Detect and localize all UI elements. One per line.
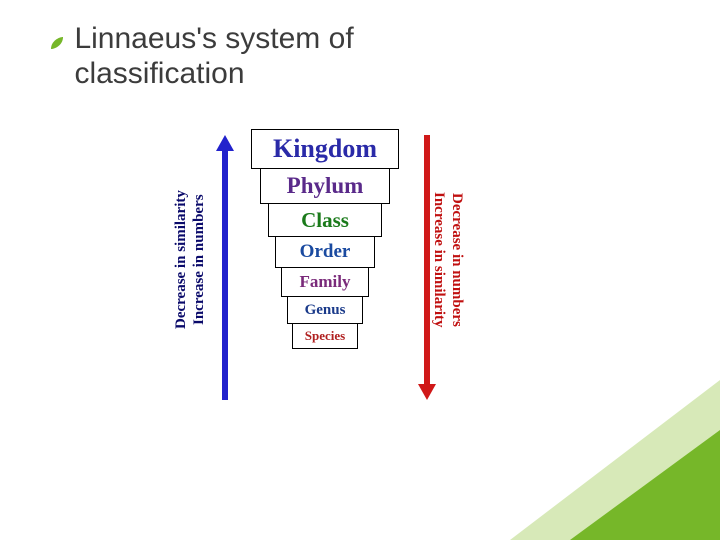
decor-triangle-pale xyxy=(510,380,720,540)
left-arrow xyxy=(205,135,245,400)
taxonomy-level-family: Family xyxy=(281,267,369,297)
taxonomy-level-genus: Genus xyxy=(287,296,363,324)
decor-triangle-solid xyxy=(570,430,720,540)
taxonomy-level-phylum: Phylum xyxy=(260,168,390,204)
left-label-1: Decrease in similarity xyxy=(173,130,190,390)
taxonomy-level-species: Species xyxy=(292,323,358,349)
slide-title: Linnaeus's system of classification xyxy=(50,22,414,91)
taxonomy-level-kingdom: Kingdom xyxy=(251,129,399,169)
leaf-bullet-icon xyxy=(50,36,64,55)
right-label-2: Decrease in numbers xyxy=(448,130,465,390)
taxonomy-level-order: Order xyxy=(275,236,375,268)
right-label-1: Increase in similarity xyxy=(430,130,447,390)
title-text: Linnaeus's system of classification xyxy=(74,22,414,91)
taxonomy-funnel: KingdomPhylumClassOrderFamilyGenusSpecie… xyxy=(250,130,400,349)
classification-diagram: Decrease in similarity Increase in numbe… xyxy=(175,130,475,410)
taxonomy-level-class: Class xyxy=(268,203,382,237)
